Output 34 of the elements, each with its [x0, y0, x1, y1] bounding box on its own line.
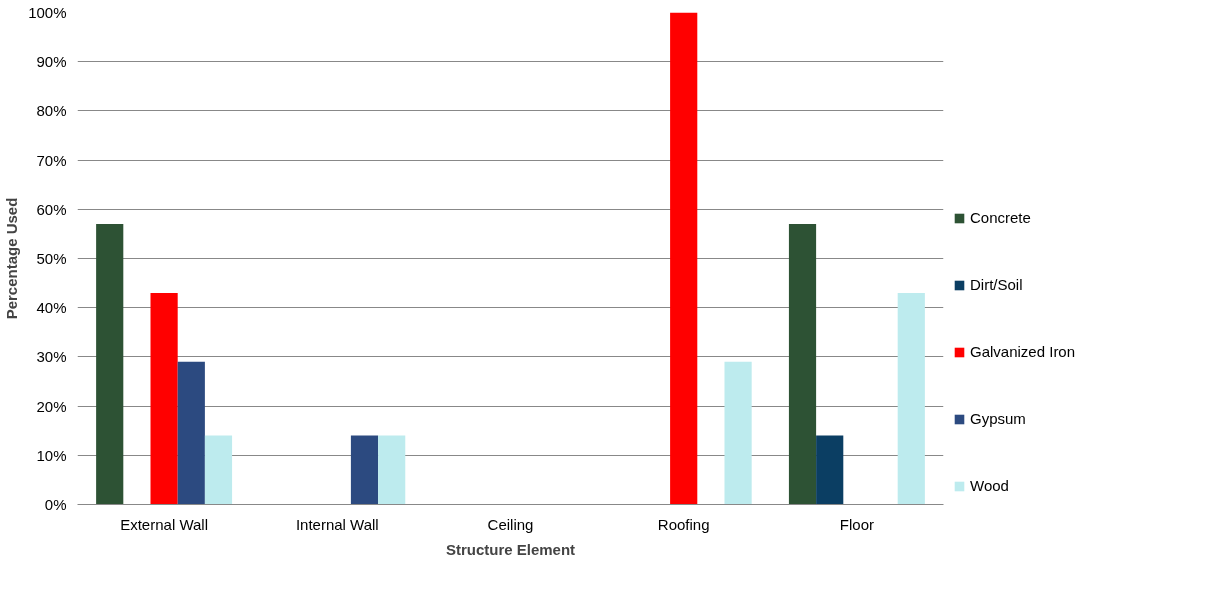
bar [350, 435, 379, 505]
y-tick-label: 70% [36, 151, 67, 169]
x-tick-label: External Wall [120, 515, 209, 533]
y-tick-label: 20% [36, 397, 67, 415]
x-tick-label: Roofing [657, 515, 710, 533]
bar [788, 224, 817, 505]
x-axis-title: Structure Element [445, 540, 576, 558]
bar [96, 224, 124, 505]
y-tick-label: 50% [36, 250, 67, 267]
legend-label: Wood [970, 477, 1009, 494]
y-tick-label: 60% [36, 200, 67, 218]
legend-label: Galvanized Iron [970, 343, 1076, 360]
bar [670, 12, 698, 505]
legend-label: Gypsum [970, 410, 1026, 427]
bar [204, 435, 233, 505]
y-tick-label: 30% [36, 348, 67, 366]
bar [378, 435, 406, 505]
legend-label: Concrete [970, 209, 1031, 226]
y-tick-label: 90% [36, 53, 67, 71]
y-axis-title: Percentage Used [3, 197, 21, 320]
x-tick-label: Ceiling [487, 515, 534, 533]
x-tick-label: Internal Wall [295, 515, 379, 533]
y-tick-label: 10% [36, 446, 67, 464]
y-tick-label: 100% [28, 4, 67, 21]
bar [816, 435, 844, 505]
x-tick-label: Floor [839, 515, 874, 533]
bar [150, 292, 178, 505]
y-tick-label: 80% [36, 102, 67, 120]
y-tick-label: 40% [36, 299, 67, 317]
bar [897, 292, 925, 505]
bar [724, 361, 752, 505]
legend-label: Dirt/Soil [970, 276, 1023, 293]
y-tick-label: 0% [44, 496, 67, 513]
bar [177, 361, 205, 505]
